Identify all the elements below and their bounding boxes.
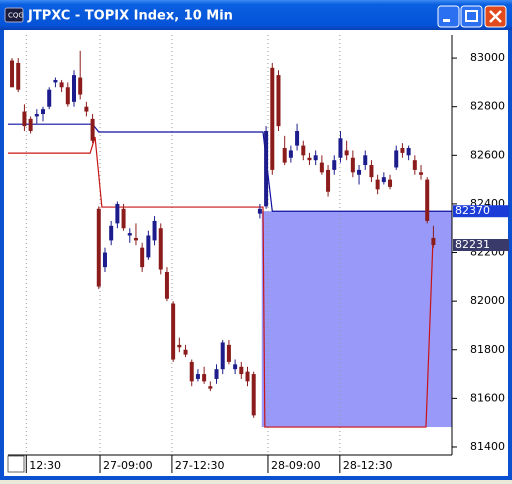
candle-body (59, 82, 64, 88)
candle-body (332, 160, 337, 170)
candle-body (301, 145, 306, 156)
candle-body (251, 374, 256, 416)
candle-body (53, 79, 58, 83)
overlay-line (8, 136, 434, 428)
candle-body (41, 109, 46, 114)
x-tick-label: 27-12:30 (175, 459, 225, 472)
candle-body (22, 111, 27, 127)
shaded-range (261, 211, 452, 428)
candle-body (208, 386, 213, 389)
candle-body (102, 252, 107, 268)
candle-body (96, 208, 101, 287)
candle-body (127, 233, 132, 236)
candle-body (338, 138, 343, 158)
minimize-button[interactable] (437, 5, 460, 28)
candle-body (369, 165, 374, 178)
candle-body (388, 179, 393, 187)
candle-body (202, 374, 207, 382)
candle-body (171, 303, 176, 360)
candle-body (264, 131, 269, 207)
candle-body (425, 179, 430, 221)
y-tick-label: 81800 (470, 343, 505, 356)
candle-body (115, 203, 120, 224)
y-tick-label: 82000 (470, 294, 505, 307)
candle-body (295, 131, 300, 146)
candle-body (319, 162, 324, 173)
overlay-line (8, 123, 452, 212)
candle-body (78, 77, 83, 95)
candle-body (220, 342, 225, 370)
candle-body (375, 179, 380, 190)
plot: 12:30 27-09:00 27-12:30 28-09:00 28-12:30 814… (8, 35, 509, 473)
y-tick-label: 81600 (470, 391, 505, 404)
candle-body (133, 237, 138, 241)
candle-body (406, 148, 411, 156)
candle-body (164, 271, 169, 299)
window-title: JTPXC - TOPIX Index, 10 Min (27, 9, 233, 24)
candle-body (257, 208, 262, 214)
candle-body (394, 150, 399, 168)
y-tick-label: 81400 (470, 440, 505, 453)
y-tick-label: 82800 (470, 100, 505, 113)
candle-body (245, 371, 250, 382)
candle-body (214, 369, 219, 379)
candle-body (363, 155, 368, 166)
candle-body (90, 118, 95, 141)
app-icon (4, 7, 24, 23)
candle-body (177, 344, 182, 348)
candle-body (357, 169, 362, 175)
candle-body (28, 118, 33, 132)
candle-body (146, 235, 151, 258)
corner-box[interactable] (7, 455, 25, 473)
y-tick-label: 82600 (470, 148, 505, 161)
candle-body (16, 62, 21, 90)
candle-body (419, 172, 424, 175)
price-tag-label: 82370 (455, 204, 490, 217)
candle-body (189, 361, 194, 382)
candle-body (288, 150, 293, 158)
candle-body (158, 228, 163, 270)
candle-body (121, 208, 126, 229)
candle-body (431, 237, 436, 245)
maximize-button[interactable] (460, 5, 483, 28)
app-icon-text: CQG (8, 12, 24, 20)
candle-body (282, 148, 287, 163)
candle-body (152, 220, 157, 241)
candle-body (226, 344, 231, 362)
candle-body (412, 160, 417, 170)
candle-body (195, 374, 200, 379)
candle-body (313, 155, 318, 161)
y-tick-label: 83000 (470, 51, 505, 64)
candle-body (65, 87, 70, 105)
candle-body (233, 364, 238, 370)
x-tick-label: 28-12:30 (343, 459, 393, 472)
candle-body (307, 157, 312, 161)
candle-body (71, 75, 76, 102)
candle-body (350, 157, 355, 173)
x-tick-label: 12:30 (29, 459, 61, 472)
candle-body (10, 60, 15, 88)
candle-body (140, 247, 145, 268)
candle-body (47, 89, 52, 107)
title-bar (0, 0, 512, 30)
candle-body (183, 349, 188, 355)
candle-body (270, 67, 275, 170)
candle-body (381, 177, 386, 183)
price-tag (453, 205, 509, 218)
candle-body (344, 150, 349, 156)
price-tag-label: 82231 (455, 238, 490, 251)
candle-body (400, 148, 405, 153)
candle-body (109, 225, 114, 241)
candle-body (326, 169, 331, 192)
close-button[interactable] (484, 5, 507, 28)
candle-body (239, 366, 244, 375)
candle-body (34, 113, 39, 117)
candle-body (276, 75, 281, 127)
price-tag (453, 239, 509, 251)
x-tick-label: 28-09:00 (271, 459, 321, 472)
candle-body (84, 106, 89, 112)
x-tick-label: 27-09:00 (103, 459, 153, 472)
